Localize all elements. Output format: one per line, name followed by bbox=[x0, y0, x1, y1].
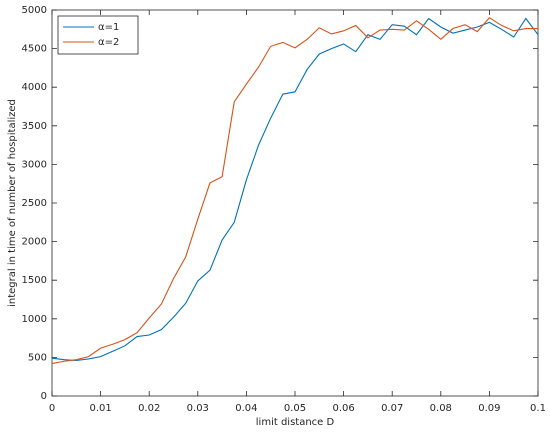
legend-label: α=2 bbox=[98, 37, 119, 48]
y-tick-label: 3000 bbox=[22, 159, 47, 170]
y-tick-label: 4500 bbox=[22, 44, 47, 55]
x-tick-label: 0 bbox=[49, 403, 55, 414]
x-tick-label: 0.01 bbox=[89, 403, 111, 414]
y-tick-label: 1000 bbox=[22, 314, 47, 325]
x-tick-label: 0.08 bbox=[430, 403, 452, 414]
y-tick-label: 2500 bbox=[22, 198, 47, 209]
line bbox=[51, 17, 538, 365]
y-tick-label: 0 bbox=[41, 391, 47, 402]
line bbox=[51, 17, 539, 362]
x-tick-label: 0.03 bbox=[187, 403, 209, 414]
y-tick-label: 500 bbox=[28, 352, 47, 363]
y-tick-label: 1500 bbox=[22, 275, 47, 286]
x-tick-label: 0.05 bbox=[284, 403, 306, 414]
legend-label: α=1 bbox=[98, 22, 119, 33]
x-axis-label: limit distance D bbox=[256, 417, 335, 428]
axes-box bbox=[51, 9, 539, 397]
x-tick-label: 0.04 bbox=[235, 403, 257, 414]
x-tick-label: 0.02 bbox=[138, 403, 160, 414]
y-tick-label: 2000 bbox=[22, 237, 47, 248]
y-tick-label: 3500 bbox=[22, 121, 47, 132]
y-tick-label: 4000 bbox=[22, 82, 47, 93]
y-tick-label: 5000 bbox=[22, 5, 47, 16]
x-tick-label: 0.06 bbox=[332, 403, 354, 414]
legend-box bbox=[57, 15, 139, 55]
x-tick-label: 0.09 bbox=[478, 403, 500, 414]
x-tick-label: 0.1 bbox=[530, 403, 546, 414]
x-tick-label: 0.07 bbox=[381, 403, 403, 414]
y-axis-label: integral in time of number of hospitaliz… bbox=[7, 99, 18, 307]
